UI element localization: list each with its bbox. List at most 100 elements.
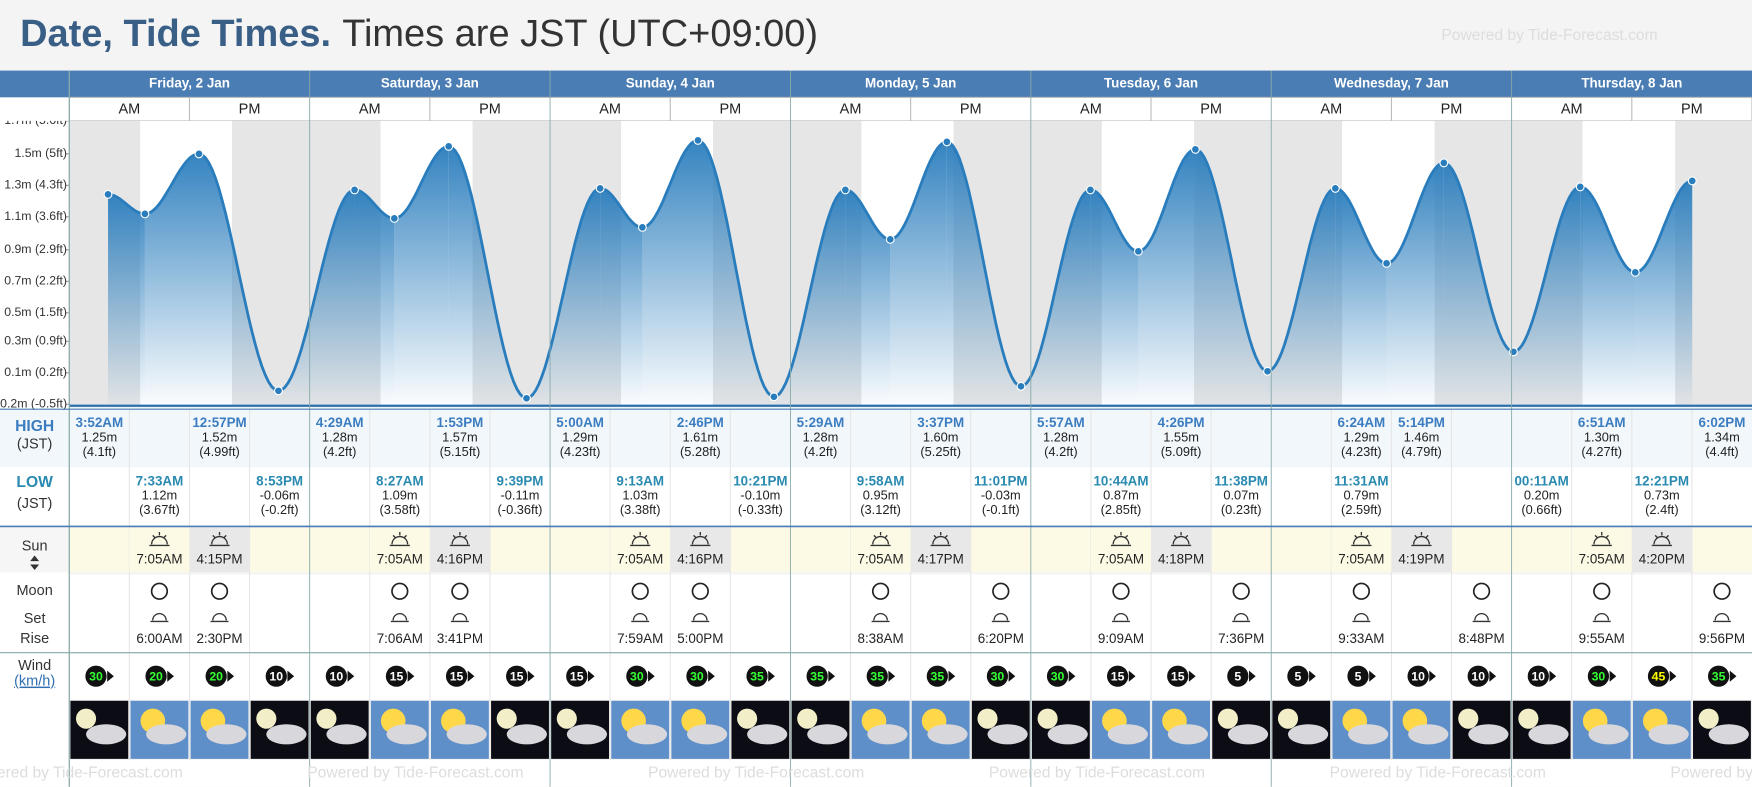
wind-badge (806, 665, 828, 687)
sun-time: 7:05AM (1338, 552, 1384, 567)
wind-badge (1287, 665, 1309, 687)
wind-badge (1046, 665, 1069, 687)
tide-height: 0.95m (863, 488, 899, 503)
tide-area (1443, 162, 1514, 406)
tide-feet: (4.4ft) (1705, 444, 1739, 459)
tide-area (1335, 188, 1387, 406)
tide-point (1133, 246, 1143, 256)
wind-badge (325, 665, 347, 687)
tide-point (595, 183, 605, 193)
sun-time: 7:05AM (1098, 552, 1144, 567)
tide-feet: (5.15ft) (440, 444, 481, 459)
tide-height: 1.60m (923, 430, 959, 445)
weather-cloud (206, 724, 247, 745)
moon-time: 6:00AM (136, 631, 182, 646)
tide-feet: (4.99ft) (199, 444, 240, 459)
tide-height: 1.09m (382, 488, 418, 503)
row-label: Set (24, 611, 46, 627)
wind-badge (1407, 665, 1429, 687)
tide-height: 0.07m (1223, 488, 1259, 503)
tide-time: 5:00AM (556, 415, 604, 430)
tide-time: 3:37PM (917, 415, 964, 430)
tide-line (1443, 161, 1514, 354)
moon-time: 3:41PM (437, 631, 483, 646)
moon-icon (451, 582, 469, 600)
moon-icon (1713, 582, 1731, 600)
tide-area (354, 189, 395, 406)
tide-line (394, 144, 449, 220)
tide-line (697, 138, 775, 399)
y-tick-label: 0.5m (1.5ft) (4, 305, 67, 319)
moon-set-rise-icon (691, 612, 710, 623)
moon-time: 9:33AM (1338, 631, 1384, 646)
moon-icon (150, 582, 169, 600)
tide-line (144, 152, 200, 216)
moon-icon (1112, 582, 1130, 600)
y-tick-label: 0.9m (2.9ft) (4, 242, 67, 256)
row-label: LOW (16, 474, 53, 491)
tide-feet: (-0.1ft) (982, 502, 1020, 517)
wind-badge (145, 665, 167, 687)
tide-time: 2:46PM (677, 415, 724, 430)
wind-arrow (708, 670, 715, 682)
tide-feet: (2.4ft) (1645, 502, 1679, 517)
tide-time: 10:21PM (733, 473, 787, 488)
weather-cloud (626, 724, 668, 745)
wind-speed: 30 (690, 670, 704, 684)
day-header: Wednesday, 7 Jan (1334, 76, 1449, 91)
watermark: Powered by Tide-Forecast.com (648, 765, 864, 782)
sun-time: 7:05AM (136, 552, 182, 567)
wind-speed: 30 (991, 670, 1005, 684)
tide-point (1190, 144, 1200, 154)
sun-icon (870, 532, 891, 547)
y-tick-label: 0.1m (0.2ft) (4, 365, 67, 379)
sun-icon (930, 532, 951, 547)
tide-area (890, 141, 947, 406)
tide-time: 11:38PM (1214, 473, 1268, 488)
pm-label: PM (1441, 102, 1463, 118)
weather-cloud (1708, 724, 1749, 745)
tide-time: 4:26PM (1158, 415, 1205, 430)
wind-badge (566, 665, 588, 687)
weather-cloud (86, 724, 127, 745)
moon-time: 9:55AM (1579, 631, 1625, 646)
weather-cloud (1167, 724, 1209, 745)
wind-badge (445, 665, 468, 687)
sun-time: 4:18PM (1158, 552, 1204, 567)
wind-arrow (107, 670, 114, 682)
tide-area (1267, 188, 1336, 406)
moon-time: 7:59AM (617, 631, 663, 646)
sun-icon (449, 532, 470, 547)
day-header: Saturday, 3 Jan (381, 76, 479, 91)
tide-line (845, 188, 891, 241)
moon-set-rise-icon (1472, 612, 1491, 623)
tide-point (769, 392, 779, 402)
wind-speed: 5 (1234, 670, 1241, 684)
page-title: Date, Tide Times. Times are JST (UTC+09:0… (20, 13, 818, 55)
pm-label: PM (719, 102, 741, 118)
sun-icon (389, 532, 410, 547)
tide-point (942, 137, 952, 147)
weather-cloud (747, 724, 788, 745)
tide-area (144, 153, 199, 406)
wind-badge (866, 665, 888, 687)
tide-line (773, 188, 846, 399)
pm-label: PM (239, 102, 261, 118)
weather-moon (797, 708, 818, 729)
moon-set-rise-icon (150, 612, 169, 623)
tide-line (1335, 186, 1387, 265)
tide-point (637, 222, 647, 232)
tide-area (1513, 186, 1581, 406)
weather-cloud (1648, 724, 1689, 745)
weather-moon (496, 708, 517, 729)
weather-cloud (687, 724, 728, 745)
sun-icon (1171, 532, 1192, 547)
wind-speed: 10 (269, 670, 283, 684)
tide-table: 1.7m (5.6ft)1.5m (5ft)1.3m (4.3ft)1.1m (… (0, 70, 1752, 787)
sun-icon (690, 532, 711, 547)
wind-badge (1647, 665, 1670, 687)
wind-arrow (888, 670, 896, 682)
wind-speed: 30 (1592, 670, 1606, 684)
sun-icon (630, 532, 651, 547)
weather-cloud (867, 724, 908, 745)
